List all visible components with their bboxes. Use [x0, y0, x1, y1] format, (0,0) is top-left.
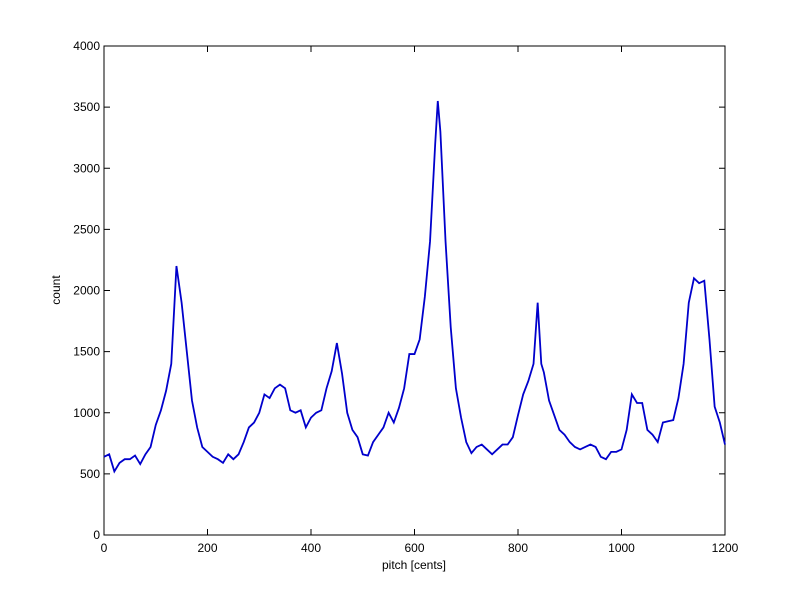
x-tick-label: 200 — [197, 541, 217, 555]
x-tick-label: 0 — [101, 541, 108, 555]
x-tick-label: 600 — [404, 541, 424, 555]
x-axis-label: pitch [cents] — [382, 558, 446, 572]
x-tick-label: 400 — [301, 541, 321, 555]
y-tick-label: 1500 — [73, 345, 100, 359]
y-tick-label: 0 — [93, 528, 100, 542]
y-tick-label: 500 — [80, 467, 100, 481]
x-tick-label: 800 — [508, 541, 528, 555]
y-tick-label: 2500 — [73, 222, 100, 236]
y-tick-label: 3500 — [73, 100, 100, 114]
x-tick-label: 1200 — [712, 541, 739, 555]
data-line — [103, 100, 726, 474]
y-tick-label: 4000 — [73, 39, 100, 53]
y-tick-label: 2000 — [73, 284, 100, 298]
y-axis-label: count — [49, 275, 63, 305]
y-tick-label: 1000 — [73, 406, 100, 420]
plot-frame — [103, 45, 726, 536]
y-tick-label: 3000 — [73, 161, 100, 175]
x-tick-label: 1000 — [608, 541, 635, 555]
